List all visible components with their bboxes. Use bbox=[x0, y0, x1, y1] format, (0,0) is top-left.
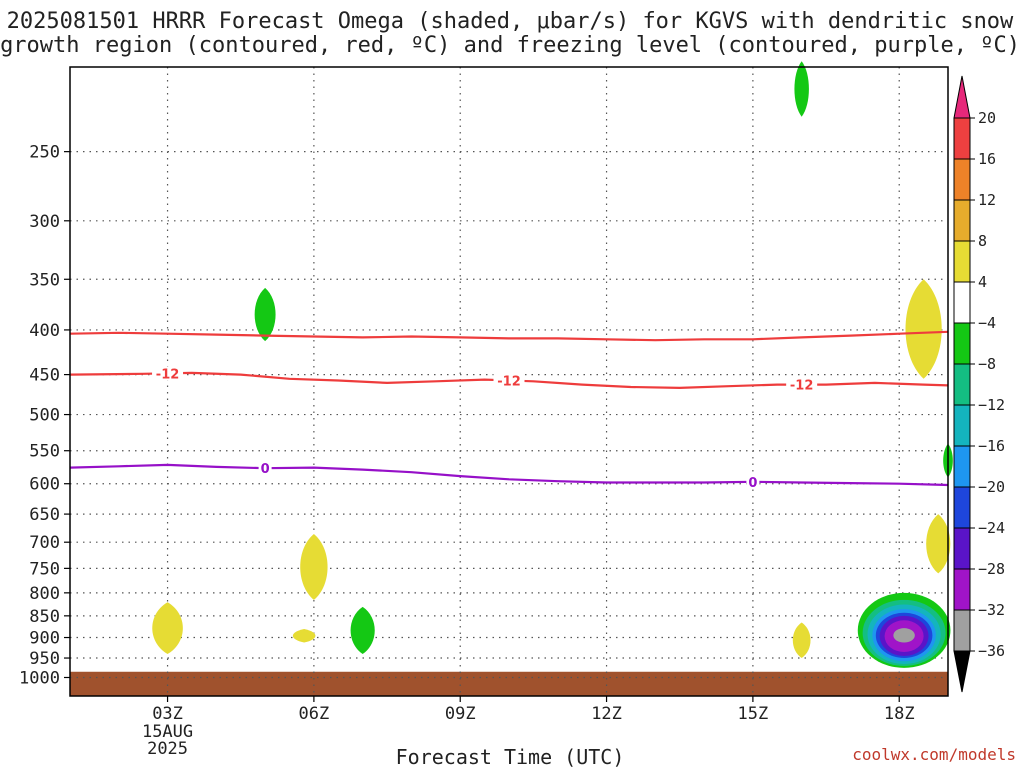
omega-colorbar: 20 16 12 8 4 −4 −8 −12 −16 −20 −24 −28 −32 −36 bbox=[953, 75, 1005, 693]
contour-label-0-2: -12 bbox=[790, 379, 814, 394]
omega-region-8 bbox=[926, 514, 951, 574]
colorbar-label-5: −4 bbox=[978, 314, 996, 332]
omega-region-2 bbox=[300, 533, 328, 600]
x-tick-label-15Z: 15Z bbox=[738, 704, 769, 724]
ground-terrain bbox=[70, 671, 948, 696]
contour-label-bg-0-2 bbox=[786, 377, 818, 392]
colorbar-bin-12 bbox=[953, 609, 971, 652]
colorbar-label-9: −20 bbox=[978, 478, 1005, 496]
colorbar-label-0: 20 bbox=[978, 109, 996, 127]
x-tick-label-12Z: 12Z bbox=[591, 704, 622, 724]
x-tick-sublabel-03Z-1: 2025 bbox=[147, 739, 188, 759]
ascent-core-layer-7 bbox=[893, 628, 915, 643]
omega-region-1 bbox=[254, 287, 276, 342]
colorbar-bin-6 bbox=[953, 363, 971, 406]
omega-region-6 bbox=[792, 622, 811, 659]
x-tick-label-06Z: 06Z bbox=[299, 704, 330, 724]
contour-label-2-1: 0 bbox=[748, 476, 757, 491]
colorbar-bin-0 bbox=[953, 117, 971, 160]
colorbar-label-1: 16 bbox=[978, 150, 996, 168]
omega-region-4 bbox=[350, 606, 375, 655]
colorbar-bin-8 bbox=[953, 445, 971, 488]
omega-region-3 bbox=[152, 602, 183, 655]
y-tick-label-850: 850 bbox=[29, 607, 60, 627]
contour-label-bg-2-0 bbox=[258, 461, 272, 476]
y-tick-label-450: 450 bbox=[29, 366, 60, 386]
colorbar-bin-2 bbox=[953, 199, 971, 242]
y-tick-label-700: 700 bbox=[29, 533, 60, 553]
colorbar-label-8: −16 bbox=[978, 437, 1005, 455]
contour-label-2-0: 0 bbox=[261, 462, 270, 477]
colorbar-bin-7 bbox=[953, 404, 971, 447]
contour-label-bg-0-0 bbox=[152, 366, 184, 381]
y-tick-label-750: 750 bbox=[29, 559, 60, 579]
y-tick-label-950: 950 bbox=[29, 649, 60, 669]
colorbar-label-2: 12 bbox=[978, 191, 996, 209]
colorbar-bin-5 bbox=[953, 322, 971, 365]
chart-title-line-2: growth region (contoured, red, ºC) and f… bbox=[0, 33, 1020, 58]
contour-label-0-1: -12 bbox=[497, 374, 521, 389]
colorbar-bin-10 bbox=[953, 527, 971, 570]
y-tick-label-250: 250 bbox=[29, 143, 60, 163]
colorbar-bin-9 bbox=[953, 486, 971, 529]
colorbar-bin-11 bbox=[953, 568, 971, 611]
source-watermark: coolwx.com/models bbox=[852, 745, 1016, 764]
colorbar-label-13: −36 bbox=[978, 642, 1005, 660]
y-tick-label-550: 550 bbox=[29, 442, 60, 462]
y-tick-label-900: 900 bbox=[29, 629, 60, 649]
y-tick-label-650: 650 bbox=[29, 505, 60, 525]
contour-1 bbox=[69, 330, 949, 342]
plot-frame bbox=[69, 66, 949, 697]
colorbar-label-6: −8 bbox=[978, 355, 996, 373]
colorbar-label-11: −28 bbox=[978, 560, 1005, 578]
colorbar-bin-4 bbox=[953, 281, 971, 324]
contour-label-bg-0-1 bbox=[493, 373, 525, 388]
y-tick-label-500: 500 bbox=[29, 406, 60, 426]
contour-0 bbox=[69, 371, 949, 389]
omega-region-7 bbox=[905, 279, 942, 379]
y-tick-label-1000: 1000 bbox=[19, 668, 60, 688]
colorbar-label-10: −24 bbox=[978, 519, 1005, 537]
y-tick-label-600: 600 bbox=[29, 475, 60, 495]
colorbar-bin-1 bbox=[953, 158, 971, 201]
omega-region-5 bbox=[292, 629, 316, 643]
x-tick-label-03Z: 03Z bbox=[152, 704, 183, 724]
y-tick-label-400: 400 bbox=[29, 321, 60, 341]
contour-2 bbox=[69, 463, 949, 487]
contour-label-bg-2-1 bbox=[746, 474, 760, 489]
colorbar-label-4: 4 bbox=[978, 273, 987, 291]
omega-region-0 bbox=[794, 61, 809, 117]
colorbar-top-arrow bbox=[953, 75, 971, 119]
x-tick-label-18Z: 18Z bbox=[884, 704, 915, 724]
y-tick-label-350: 350 bbox=[29, 270, 60, 290]
y-tick-label-800: 800 bbox=[29, 584, 60, 604]
colorbar-bin-3 bbox=[953, 240, 971, 283]
colorbar-label-3: 8 bbox=[978, 232, 987, 250]
colorbar-label-12: −32 bbox=[978, 601, 1005, 619]
x-tick-sublabel-03Z-0: 15AUG bbox=[142, 722, 193, 742]
y-tick-label-300: 300 bbox=[29, 212, 60, 232]
colorbar-bottom-arrow bbox=[953, 650, 971, 693]
x-tick-label-09Z: 09Z bbox=[445, 704, 476, 724]
contour-label-0-0: -12 bbox=[156, 367, 180, 382]
x-axis-label: Forecast Time (UTC) bbox=[396, 745, 625, 768]
colorbar-label-7: −12 bbox=[978, 396, 1005, 414]
plot-area: -12 -12 -12 0 0 250 300 350 400 450 500 550 600 650 70… bbox=[19, 61, 953, 759]
chart-title-line-1: 2025081501 HRRR Forecast Omega (shaded, … bbox=[7, 9, 1014, 34]
